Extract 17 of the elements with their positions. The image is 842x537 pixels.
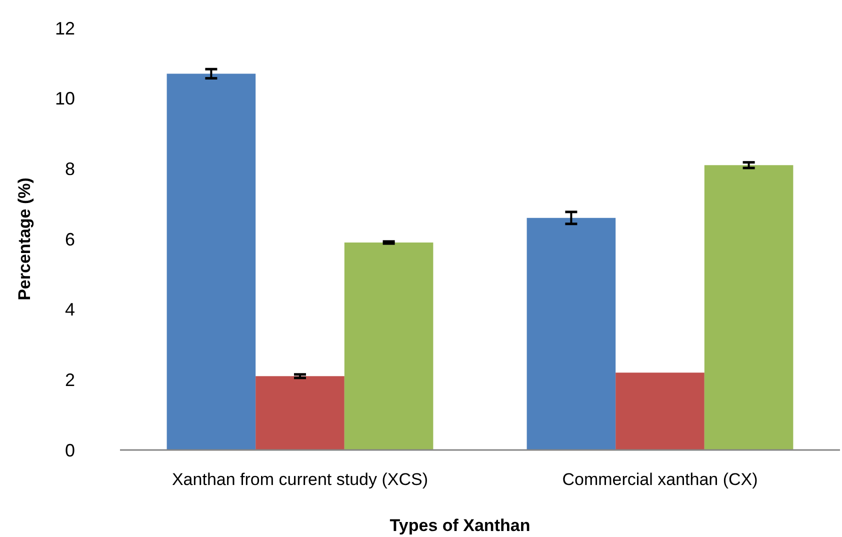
bar	[526, 218, 616, 450]
bar	[256, 376, 344, 450]
y-tick-label: 6	[64, 229, 75, 250]
bar	[344, 242, 434, 450]
x-tick-label: Commercial xanthan (CX)	[562, 470, 758, 489]
x-axis-title: Types of Xanthan	[390, 516, 530, 535]
y-tick-label: 4	[64, 300, 75, 320]
bar	[616, 372, 704, 450]
y-tick-label: 10	[54, 88, 75, 109]
x-tick-label: Xanthan from current study (XCS)	[172, 470, 428, 489]
y-tick-label: 12	[54, 18, 75, 38]
y-tick-label: 2	[64, 370, 75, 390]
y-tick-label: 8	[64, 158, 75, 179]
y-tick-label: 0	[64, 440, 75, 460]
bar	[166, 74, 256, 450]
bar	[704, 165, 794, 450]
y-axis-title: Percentage (%)	[15, 178, 34, 300]
